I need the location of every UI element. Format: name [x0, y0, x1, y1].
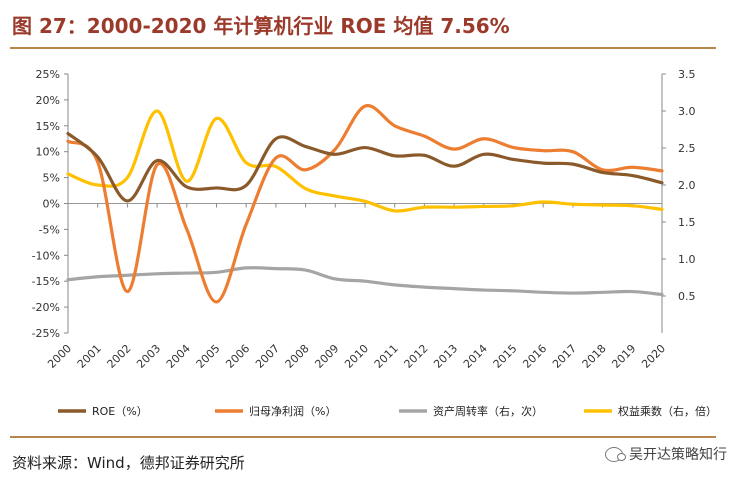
chart-series	[66, 104, 664, 304]
x-tick-label: 2000	[45, 342, 74, 371]
x-tick-label: 2016	[520, 342, 549, 371]
left-tick-label: -20%	[32, 301, 60, 314]
x-tick-label: 2003	[134, 342, 163, 371]
x-tick-label: 2018	[580, 342, 609, 371]
left-tick-label: -5%	[39, 223, 60, 236]
title-divider	[10, 47, 716, 49]
series-line-0	[66, 131, 664, 203]
x-tick-label: 2005	[194, 342, 223, 371]
x-tick-label: 2004	[164, 342, 193, 371]
legend-label: ROE（%）	[92, 405, 148, 418]
legend-label: 资产周转率（右，次）	[433, 404, 543, 418]
legend-label: 归母净利润（%）	[249, 404, 336, 418]
right-tick-label: 1.5	[678, 216, 696, 229]
right-tick-label: 1.0	[678, 253, 696, 266]
left-tick-label: 20%	[36, 94, 60, 107]
x-tick-label: 2002	[105, 342, 134, 371]
x-tick-label: 2014	[461, 342, 490, 371]
left-tick-label: -10%	[32, 249, 60, 262]
series-line-1	[66, 104, 664, 304]
x-tick-label: 2019	[609, 342, 638, 371]
left-tick-label: 15%	[36, 120, 60, 133]
wechat-icon	[605, 446, 626, 462]
series-line-3	[66, 109, 664, 213]
series-line-2	[66, 266, 664, 297]
left-tick-label: 10%	[36, 146, 60, 159]
chart-legend: ROE（%） 归母净利润（%） 资产周转率（右，次） 权益乘数（右，倍）	[58, 404, 717, 418]
chart-axes: -25% -20% -15% -10% -5% 0% 5% 10% 15% 20% 25% 0.5 1.…	[32, 68, 696, 371]
right-tick-label: 2.5	[678, 142, 696, 155]
x-tick-label: 2006	[223, 342, 252, 371]
source-note: 资料来源：Wind，德邦证券研究所	[12, 454, 245, 472]
footer-divider	[10, 436, 716, 438]
watermark: 吴开达策略知行	[605, 444, 727, 464]
x-tick-label: 2011	[372, 342, 401, 371]
left-tick-label: -15%	[32, 275, 60, 288]
x-tick-label: 2012	[402, 342, 431, 371]
x-tick-label: 2008	[283, 342, 312, 371]
x-tick-label: 2009	[312, 342, 341, 371]
left-tick-label: 0%	[43, 198, 60, 211]
x-tick-label: 2015	[491, 342, 520, 371]
x-tick-label: 2007	[253, 342, 282, 371]
x-tick-label: 2017	[550, 342, 579, 371]
x-tick-label: 2010	[342, 342, 371, 371]
chart-title: 图 27：2000-2020 年计算机行业 ROE 均值 7.56%	[12, 14, 510, 38]
x-tick-label: 2020	[639, 342, 668, 371]
left-tick-label: -25%	[32, 327, 60, 340]
right-tick-label: 3.0	[678, 105, 696, 118]
line-chart: -25% -20% -15% -10% -5% 0% 5% 10% 15% 20% 25% 0.5 1.…	[32, 68, 717, 418]
right-tick-label: 2.0	[678, 179, 696, 192]
x-tick-label: 2001	[75, 342, 104, 371]
watermark-text: 吴开达策略知行	[629, 447, 727, 463]
right-tick-label: 3.5	[678, 68, 696, 81]
left-tick-label: 5%	[43, 172, 60, 185]
right-tick-label: 0.5	[678, 290, 696, 303]
left-tick-label: 25%	[36, 68, 60, 81]
x-tick-label: 2013	[431, 342, 460, 371]
legend-label: 权益乘数（右，倍）	[618, 404, 717, 418]
